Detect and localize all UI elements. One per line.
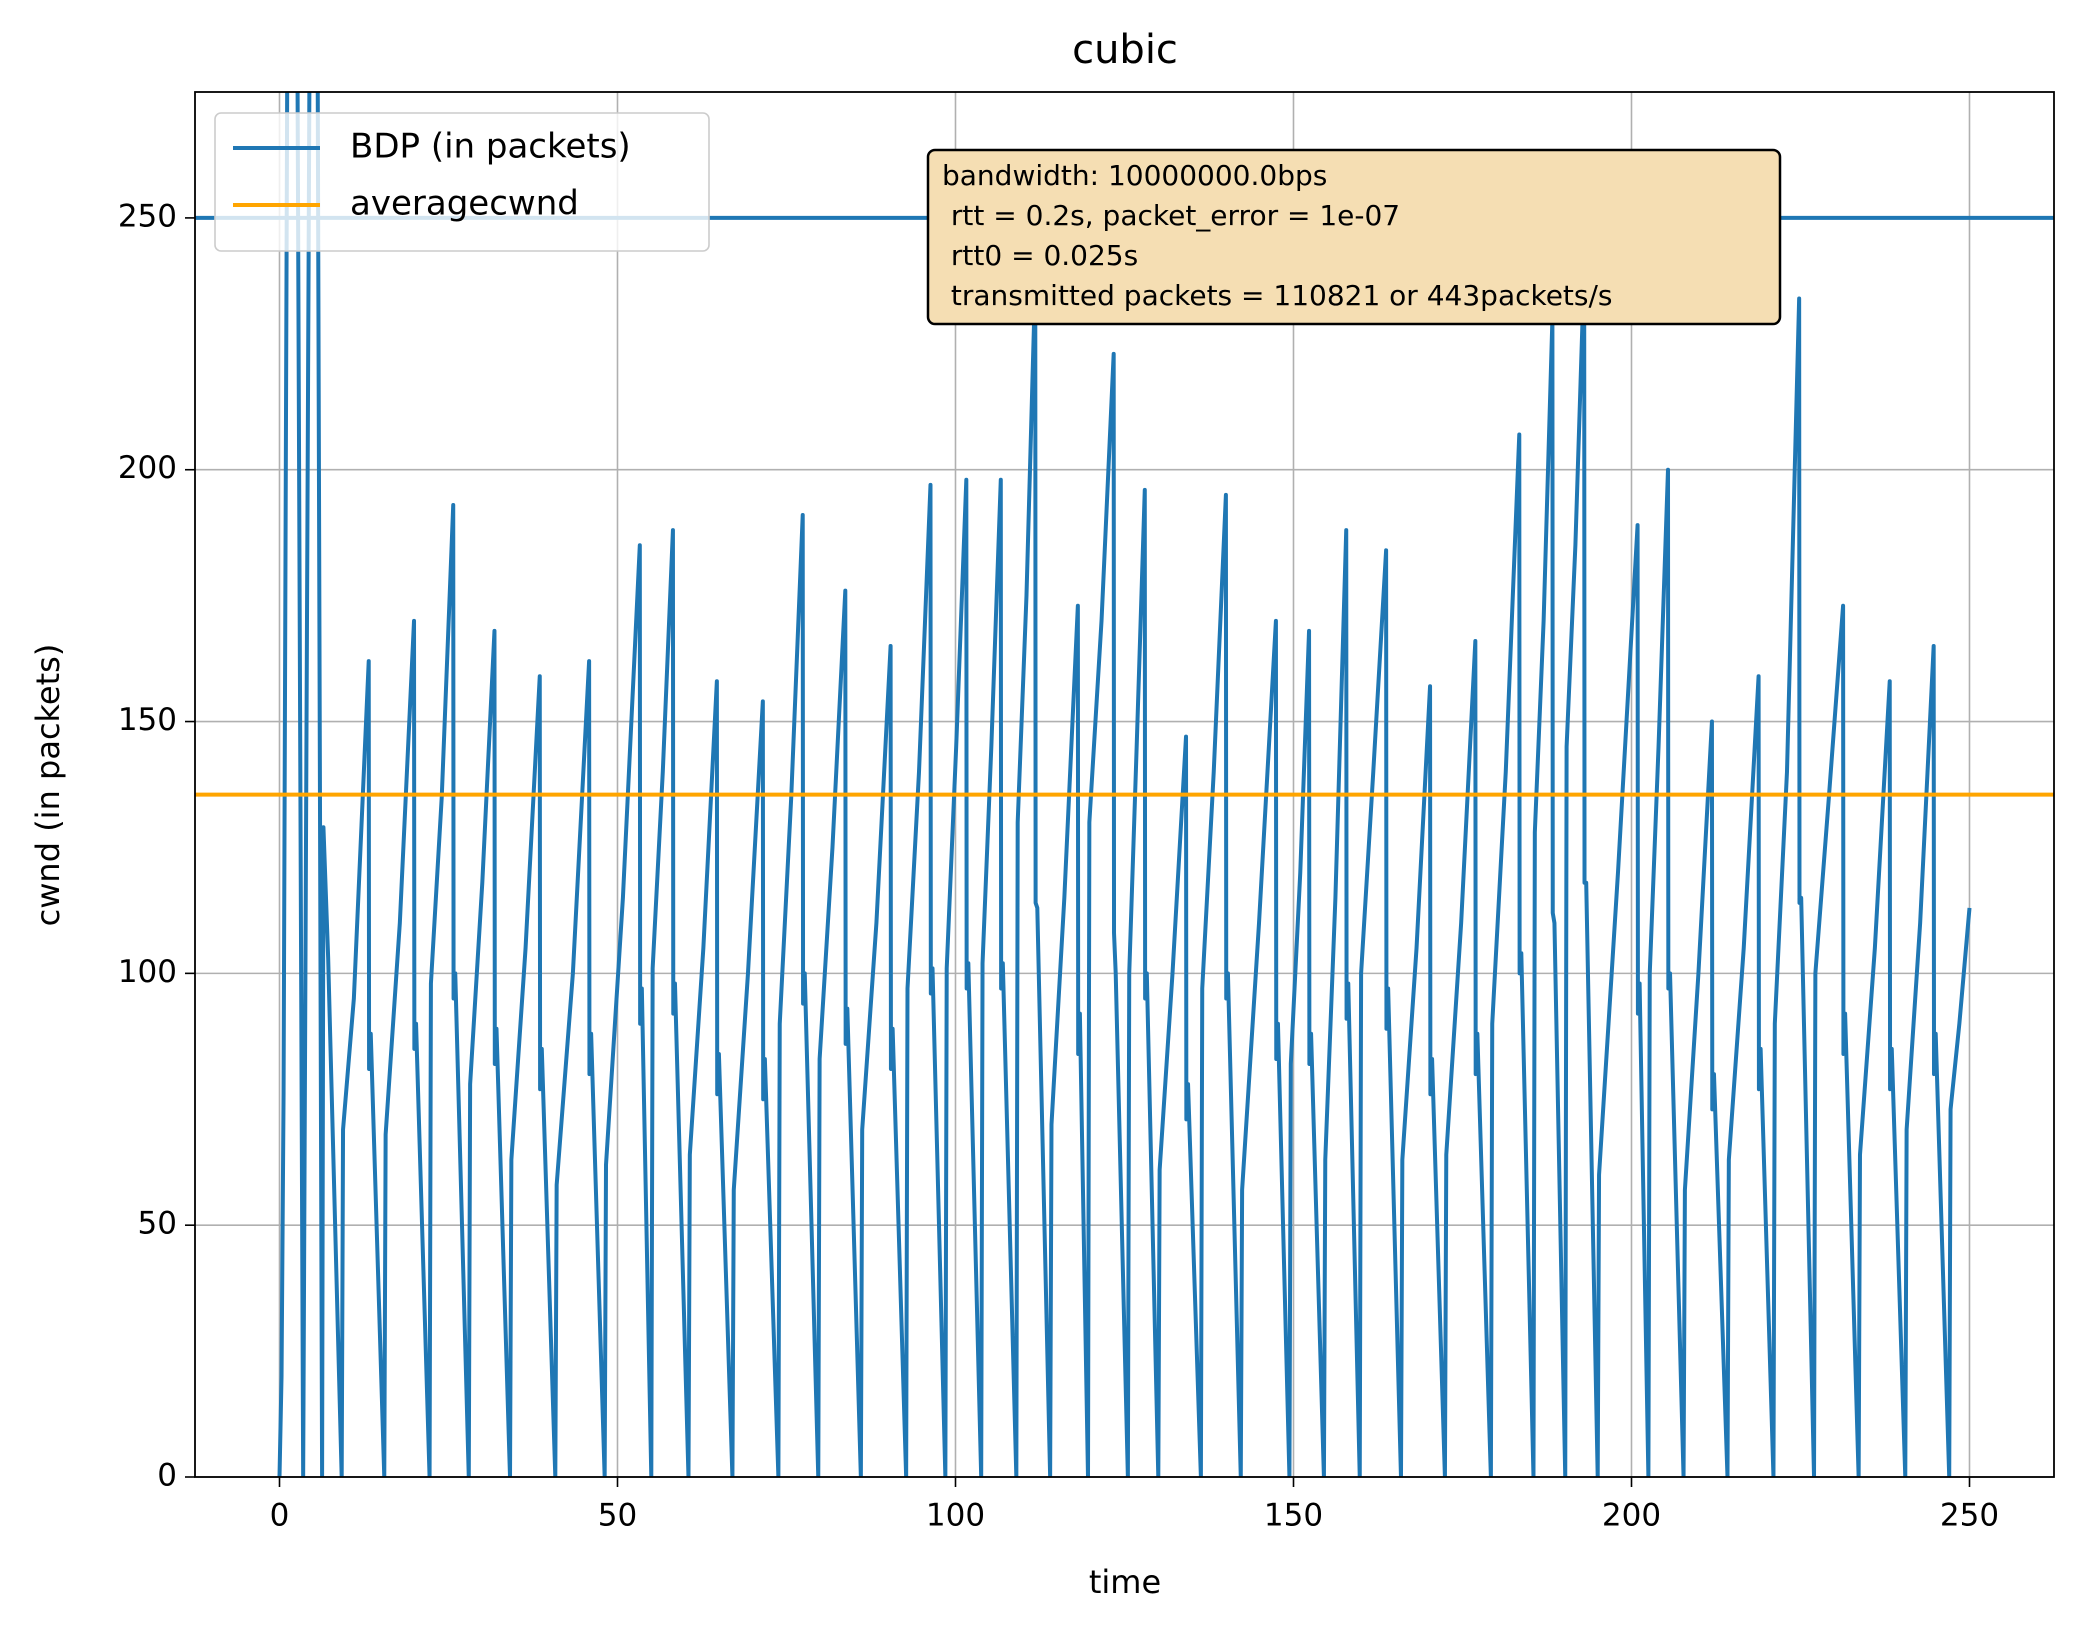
cwnd-line (277, 92, 1972, 1477)
y-tick-label: 200 (118, 450, 177, 486)
chart-title: cubic (1072, 27, 1178, 73)
legend-label: averagecwnd (350, 184, 579, 224)
legend-box (214, 112, 710, 252)
x-tick-label: 100 (926, 1498, 985, 1534)
y-tick-label: 250 (118, 198, 177, 234)
annotation-box (926, 148, 1782, 326)
annotation-text: bandwidth: 10000000.0bps (942, 159, 1327, 192)
x-tick-label: 50 (598, 1498, 637, 1534)
y-tick-label: 100 (118, 954, 177, 990)
axes-frame (194, 91, 2055, 1478)
x-tick-label: 0 (270, 1498, 290, 1534)
y-tick-label: 0 (157, 1458, 177, 1494)
annotation-text: rtt = 0.2s, packet_error = 1e-07 (942, 199, 1400, 232)
x-tick-label: 150 (1264, 1498, 1323, 1534)
x-tick-label: 200 (1602, 1498, 1661, 1534)
annotation-text: transmitted packets = 110821 or 443packe… (942, 279, 1613, 312)
y-tick-label: 50 (138, 1206, 177, 1242)
x-axis-label: time (1089, 1563, 1161, 1601)
y-axis-label: cwnd (in packets) (29, 644, 67, 927)
x-tick-label: 250 (1940, 1498, 1999, 1534)
legend-label: BDP (in packets) (350, 127, 631, 167)
y-tick-label: 150 (118, 702, 177, 738)
annotation-text: rtt0 = 0.025s (942, 239, 1138, 272)
